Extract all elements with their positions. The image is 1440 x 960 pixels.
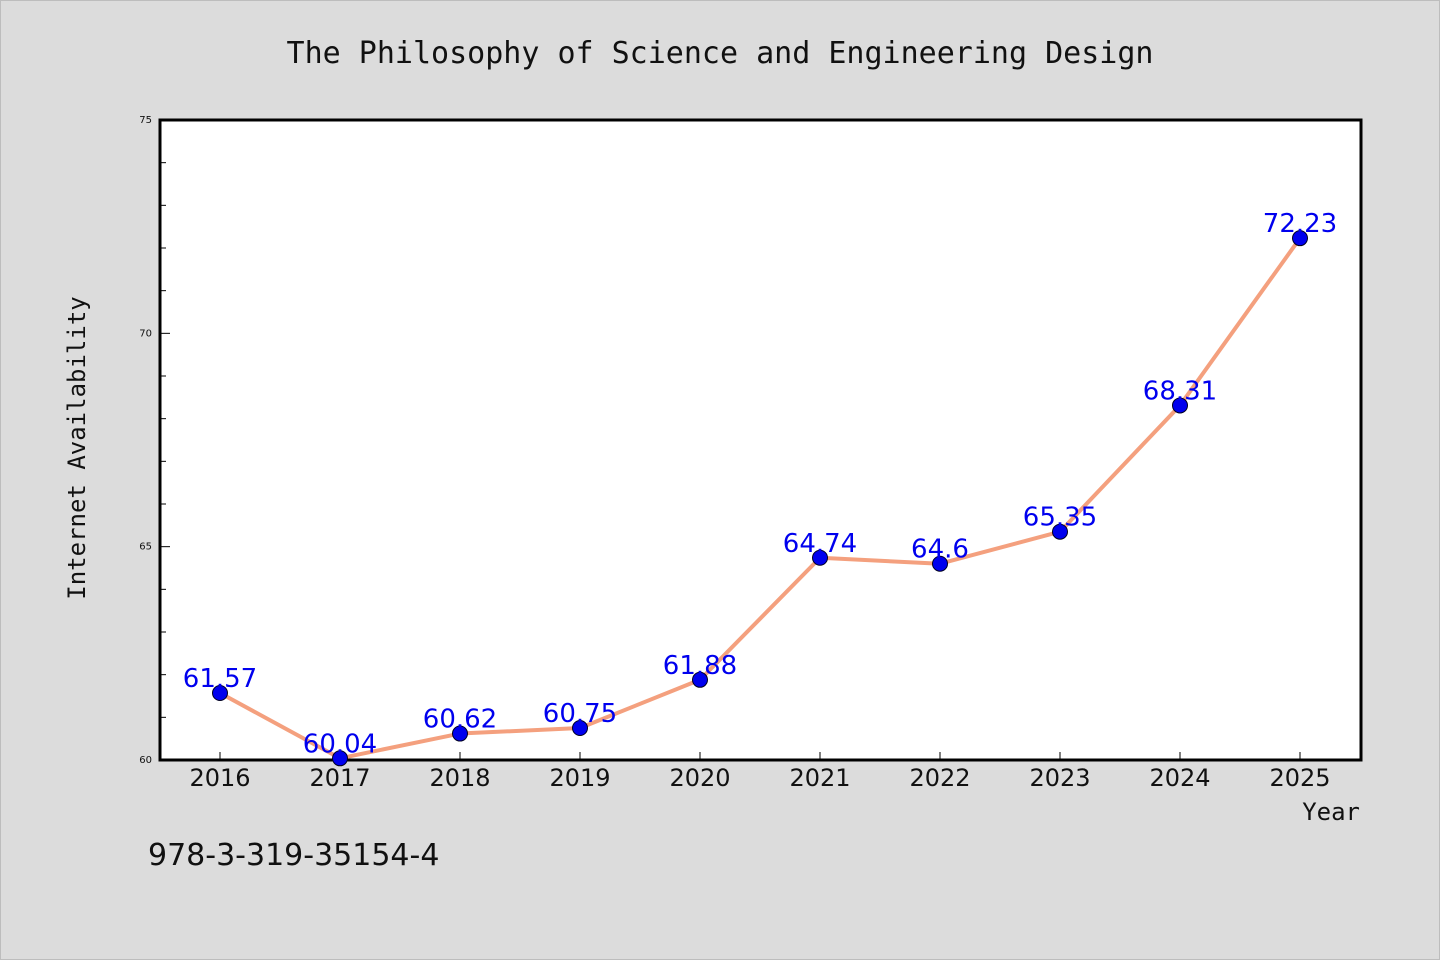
- data-point-marker: [452, 725, 468, 742]
- x-tick-label: 2019: [549, 764, 610, 792]
- data-label: 61.57: [183, 664, 257, 694]
- x-tick-label: 2025: [1269, 764, 1330, 792]
- data-point-marker: [932, 555, 948, 572]
- y-tick-label: 60: [139, 755, 152, 766]
- data-label: 68.31: [1143, 376, 1217, 406]
- data-label: 61.88: [663, 651, 737, 681]
- data-labels-group: 61.57 60.04 60.62 60.75 61.88 64.74 64.6 65.35 6…: [183, 209, 1337, 759]
- x-tick-label: 2024: [1149, 764, 1210, 792]
- x-axis: 2016 2017 2018 2019 2020 2021 2022 2023 2024 2025: [189, 752, 1331, 792]
- data-point-marker: [212, 685, 228, 702]
- x-tick-label: 2018: [429, 764, 490, 792]
- data-point-marker: [332, 750, 348, 767]
- y-tick-label: 75: [139, 115, 152, 126]
- x-tick-label: 2021: [789, 764, 850, 792]
- data-label: 64.6: [911, 535, 969, 565]
- x-tick-label: 2017: [309, 764, 370, 792]
- data-label: 60.75: [543, 699, 617, 729]
- data-label: 60.62: [423, 705, 497, 735]
- series-line-group: [212, 230, 1308, 767]
- data-label: 72.23: [1263, 209, 1337, 239]
- x-tick-label: 2022: [909, 764, 970, 792]
- y-tick-label: 65: [139, 542, 152, 553]
- y-axis: 60 65 70 75: [139, 115, 170, 766]
- series-line: [218, 236, 1302, 761]
- data-point-marker: [572, 720, 588, 736]
- data-label: 60.04: [303, 729, 377, 759]
- x-tick-label: 2016: [189, 764, 250, 792]
- y-axis-label: Internet Availability: [63, 296, 91, 599]
- x-tick-label: 2020: [669, 764, 730, 792]
- data-point-marker: [1292, 230, 1308, 247]
- data-point-marker: [1052, 523, 1068, 540]
- y-tick-label: 70: [139, 328, 152, 339]
- data-point-marker: [692, 671, 708, 688]
- data-label: 64.74: [783, 529, 857, 559]
- data-point-marker: [1172, 397, 1188, 414]
- x-axis-label: Year: [1302, 798, 1360, 826]
- chart-title: The Philosophy of Science and Engineerin…: [287, 36, 1154, 71]
- x-tick-label: 2023: [1029, 764, 1090, 792]
- data-point-marker: [812, 549, 828, 566]
- data-label: 65.35: [1023, 503, 1097, 533]
- isbn-footnote: 978-3-319-35154-4: [148, 838, 439, 873]
- plot-area: [158, 118, 1363, 762]
